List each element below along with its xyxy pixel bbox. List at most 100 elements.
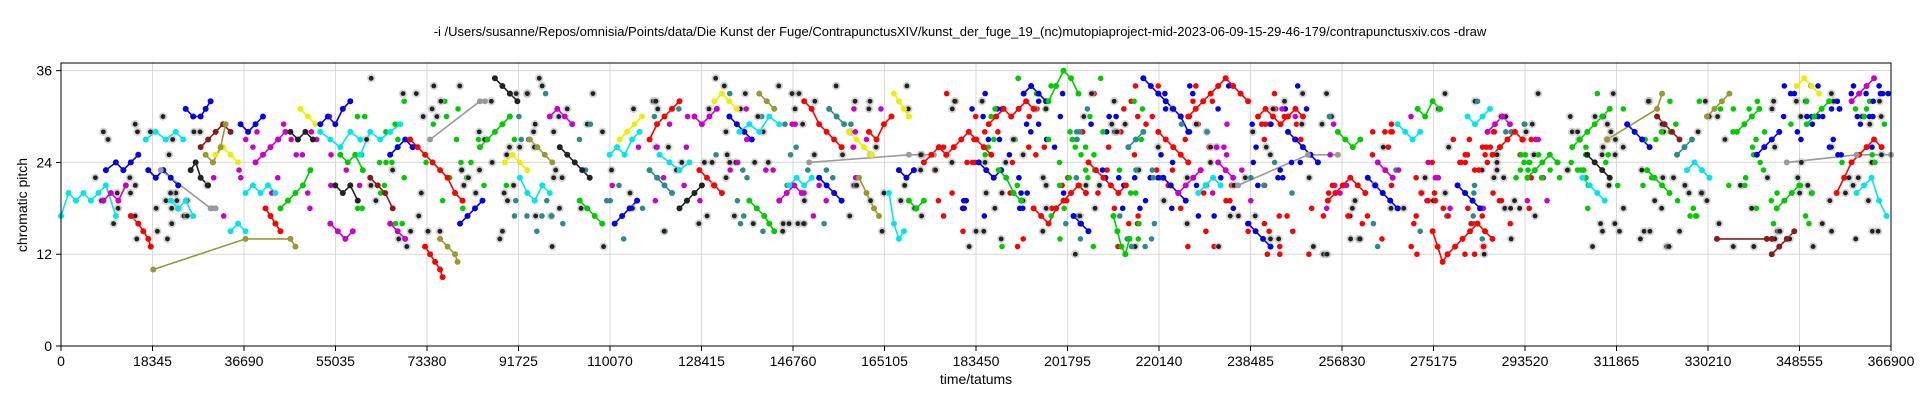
data-point: [661, 113, 668, 120]
series-line: [1586, 154, 1611, 179]
data-point: [920, 197, 927, 204]
data-point: [966, 244, 972, 249]
data-point: [1119, 205, 1126, 212]
data-point: [1836, 106, 1843, 112]
data-point: [1462, 251, 1468, 258]
data-point: [873, 136, 880, 143]
data-point: [1208, 160, 1213, 165]
x-tick-label: 220140: [1136, 353, 1183, 369]
data-point: [1222, 75, 1229, 82]
data-point: [170, 137, 176, 142]
data-point: [1659, 182, 1666, 189]
data-point: [1150, 174, 1157, 181]
data-point: [1200, 98, 1207, 105]
data-point: [981, 213, 988, 219]
data-point: [1020, 236, 1027, 242]
data-point: [553, 167, 559, 173]
data-point: [549, 159, 556, 166]
data-point: [796, 91, 802, 96]
data-point: [654, 144, 660, 150]
data-point: [1442, 190, 1448, 196]
data-point: [1334, 151, 1341, 158]
data-point: [1345, 213, 1351, 219]
data-point: [1035, 90, 1042, 97]
data-point: [1169, 159, 1176, 166]
series-line: [494, 77, 518, 102]
series-line: [893, 93, 910, 117]
data-point: [458, 159, 464, 166]
data-point: [272, 190, 279, 197]
data-point: [1132, 136, 1139, 143]
data-point: [1271, 159, 1278, 166]
series-line: [698, 169, 723, 194]
data-point: [1190, 174, 1197, 181]
data-point: [853, 136, 860, 143]
data-point: [988, 113, 994, 120]
data-point: [1139, 106, 1146, 112]
data-point: [584, 205, 591, 212]
data-point: [1470, 213, 1477, 219]
series-line: [1686, 161, 1710, 179]
data-point: [1447, 205, 1453, 212]
data-point: [207, 205, 214, 212]
data-point: [1149, 113, 1156, 120]
data-point: [1299, 144, 1306, 151]
data-point: [402, 235, 409, 242]
data-point: [1640, 182, 1646, 189]
y-tick-label: 12: [36, 246, 52, 262]
data-point: [1088, 121, 1094, 127]
data-point: [382, 190, 389, 197]
data-point: [1422, 175, 1428, 181]
data-point: [389, 159, 395, 166]
data-point: [1793, 82, 1800, 89]
data-point: [192, 159, 199, 166]
data-point: [1334, 128, 1341, 135]
data-point: [173, 190, 179, 196]
data-point: [1788, 121, 1794, 127]
data-point: [780, 221, 786, 227]
data-point: [1703, 113, 1710, 120]
data-point: [1015, 75, 1021, 82]
data-point: [439, 274, 446, 281]
data-point: [1045, 98, 1052, 105]
data-point: [1348, 236, 1353, 242]
data-point: [1045, 220, 1052, 227]
series-line: [369, 177, 394, 209]
data-point: [1209, 190, 1216, 196]
data-point: [184, 213, 190, 219]
data-point: [1099, 167, 1106, 173]
data-point: [1567, 114, 1573, 119]
series-line: [678, 184, 703, 209]
data-point: [1115, 174, 1122, 181]
data-point: [132, 213, 138, 219]
data-point: [933, 167, 939, 173]
data-point: [1446, 144, 1452, 150]
data-point: [274, 174, 281, 181]
data-point: [1105, 144, 1112, 150]
data-point: [1323, 205, 1330, 212]
data-point: [364, 137, 369, 142]
data-point: [542, 90, 549, 97]
data-point: [147, 243, 154, 250]
series-line: [264, 207, 282, 232]
data-point: [160, 114, 166, 119]
data-point: [1122, 251, 1129, 258]
data-point: [1402, 128, 1409, 135]
data-point: [1600, 228, 1605, 234]
data-point: [1215, 159, 1222, 166]
data-point: [1134, 113, 1141, 120]
data-point: [1118, 243, 1125, 250]
data-point: [1445, 213, 1452, 219]
data-point: [501, 159, 508, 166]
data-point: [1140, 75, 1147, 82]
x-tick-label: 91725: [499, 353, 538, 369]
data-point: [1223, 197, 1229, 204]
data-point: [1023, 121, 1030, 127]
data-point: [1841, 174, 1848, 181]
data-point: [1490, 190, 1496, 196]
data-point: [902, 182, 908, 188]
series-line: [1851, 77, 1875, 102]
data-point: [919, 213, 924, 219]
data-point: [1364, 213, 1371, 219]
data-point: [533, 213, 539, 219]
